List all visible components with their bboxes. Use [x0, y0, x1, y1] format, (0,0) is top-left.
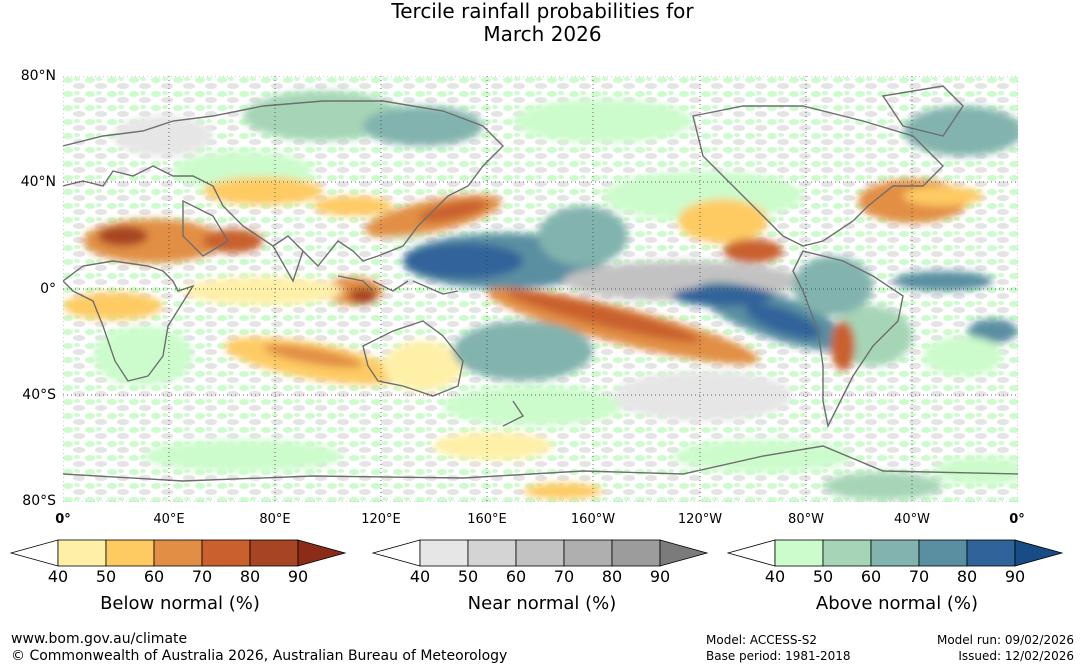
legend-near-swatch [419, 539, 469, 567]
legend-below-tick: 50 [95, 567, 117, 586]
footer-issued: Issued: 12/02/2026 [958, 649, 1074, 663]
lon-label-80e: 80°E [259, 512, 291, 527]
legend-above-tick: 50 [812, 567, 834, 586]
legend-above-tick: 90 [1004, 567, 1026, 586]
legend-above-tick: 40 [764, 567, 786, 586]
legend-above-swatch [822, 539, 872, 567]
legend-below-normal [10, 539, 350, 569]
map-svg [61, 75, 1033, 503]
footer-model: Model: ACCESS-S2 [706, 633, 818, 647]
legend-near-tick: 40 [409, 567, 431, 586]
title-line-2: March 2026 [483, 22, 602, 46]
legend-above-tick: 80 [956, 567, 978, 586]
legend-near-swatch [563, 539, 613, 567]
lat-label-0: 0° [40, 281, 56, 297]
legend-below-title: Below normal (%) [100, 593, 260, 614]
legend-above-tick: 60 [860, 567, 882, 586]
legend-near-tick: 50 [457, 567, 479, 586]
legend-above-low-triangle [727, 539, 776, 567]
legend-near-normal [372, 539, 712, 569]
legend-near-swatch [515, 539, 565, 567]
legend-below-swatch [153, 539, 203, 567]
legend-below-tick: 40 [47, 567, 69, 586]
legend-below-swatch [201, 539, 251, 567]
legend-near-title: Near normal (%) [467, 593, 617, 614]
lat-label-80s: 80°S [22, 493, 56, 509]
legend-below-swatch [57, 539, 107, 567]
legend-below-tick: 70 [191, 567, 213, 586]
lat-label-80n: 80°N [20, 68, 56, 84]
lon-label-120e: 120°E [361, 512, 401, 527]
legend-near-tick: 60 [505, 567, 527, 586]
legend-near-swatch [611, 539, 661, 567]
legend-below-tick: 80 [239, 567, 261, 586]
lon-label-0-left: 0° [55, 512, 71, 527]
legend-near-colorbar [372, 539, 709, 567]
lon-label-0-right: 0° [1009, 512, 1025, 527]
legend-near-tick: 90 [649, 567, 671, 586]
probability-fields [63, 91, 1033, 500]
lon-label-40w: 40°W [894, 512, 930, 527]
title-line-1: Tercile rainfall probabilities for [391, 0, 694, 23]
probability-map [61, 75, 1033, 503]
legend-near-tick: 80 [601, 567, 623, 586]
legend-above-swatch [918, 539, 968, 567]
legend-above-swatch [966, 539, 1016, 567]
legend-below-tick: 90 [287, 567, 309, 586]
lon-label-160e: 160°E [467, 512, 507, 527]
footer-url: www.bom.gov.au/climate [11, 631, 188, 647]
legend-near-tick: 70 [553, 567, 575, 586]
legend-near-swatch [467, 539, 517, 567]
lat-label-40n: 40°N [20, 174, 56, 190]
legend-above-high-triangle [1014, 539, 1064, 567]
lon-label-80w: 80°W [788, 512, 824, 527]
lon-label-120w: 120°W [677, 512, 723, 527]
legend-above-colorbar [727, 539, 1064, 567]
legend-below-low-triangle [10, 539, 59, 567]
legend-below-colorbar [10, 539, 347, 567]
legend-above-swatch [774, 539, 824, 567]
chart-title: Tercile rainfall probabilities for March… [0, 0, 1085, 46]
legend-above-normal [727, 539, 1067, 569]
lon-label-160w: 160°W [570, 512, 616, 527]
lat-label-40s: 40°S [22, 387, 56, 403]
footer-copyright: © Commonwealth of Australia 2026, Austra… [11, 648, 508, 664]
legend-above-tick: 70 [908, 567, 930, 586]
legend-near-low-triangle [372, 539, 421, 567]
legend-below-tick: 60 [143, 567, 165, 586]
coastlines [61, 85, 1019, 482]
legend-above-swatch [870, 539, 920, 567]
legend-near-high-triangle [659, 539, 709, 567]
graticule [63, 76, 1018, 502]
legend-below-swatch [249, 539, 299, 567]
lon-label-40e: 40°E [153, 512, 185, 527]
footer-model-run: Model run: 09/02/2026 [936, 633, 1074, 647]
footer-base-period: Base period: 1981-2018 [706, 649, 851, 663]
legend-below-high-triangle [297, 539, 347, 567]
legend-above-title: Above normal (%) [815, 593, 979, 614]
legend-below-swatch [105, 539, 155, 567]
